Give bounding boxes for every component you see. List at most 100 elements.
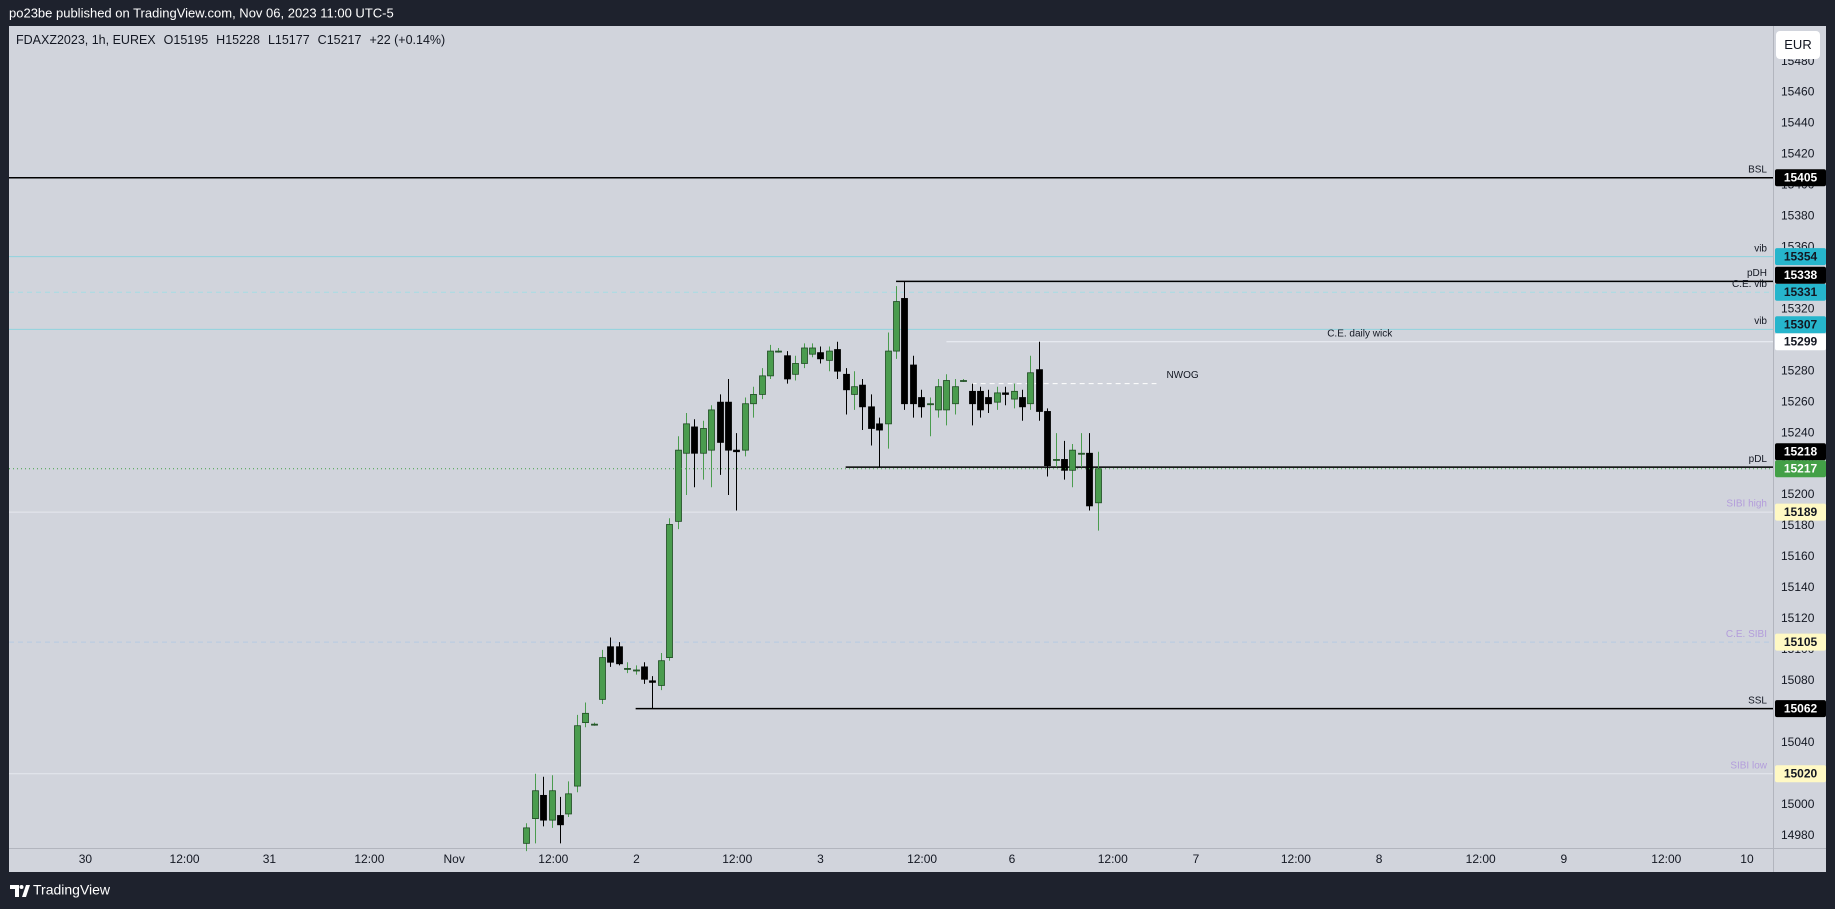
candle-body bbox=[523, 827, 530, 844]
x-tick-label: Nov bbox=[444, 852, 465, 866]
candle-body bbox=[599, 657, 606, 700]
y-tick-label: 15000 bbox=[1781, 797, 1815, 811]
level-label: vib bbox=[1754, 316, 1767, 327]
candle-body bbox=[582, 712, 589, 724]
x-tick-label: 12:00 bbox=[1281, 852, 1311, 866]
price-tag-label: 15405 bbox=[1784, 170, 1818, 184]
candle-body bbox=[885, 350, 892, 425]
candle-body bbox=[549, 790, 556, 821]
y-tick-label: 15260 bbox=[1781, 394, 1815, 408]
candle-body bbox=[834, 349, 841, 372]
candle-body bbox=[1027, 372, 1034, 405]
price-tag bbox=[1775, 333, 1826, 351]
y-tick-label: 15120 bbox=[1781, 611, 1815, 625]
candle-body bbox=[759, 375, 766, 395]
level-label: C.E. daily wick bbox=[1327, 328, 1393, 339]
candle-body bbox=[607, 646, 614, 663]
x-tick-label: 3 bbox=[817, 852, 824, 866]
candle-body bbox=[557, 815, 564, 826]
legend-prefix: H bbox=[216, 33, 225, 47]
currency-label: EUR bbox=[1784, 37, 1811, 52]
level-label: C.E. SIBI bbox=[1726, 629, 1767, 640]
candle-body bbox=[1061, 459, 1068, 471]
legend-value: 15177 bbox=[275, 33, 310, 47]
candle-body bbox=[767, 350, 774, 377]
level-label: SSL bbox=[1748, 695, 1767, 706]
candle-body bbox=[708, 409, 715, 451]
price-tag-label: 15354 bbox=[1784, 249, 1818, 263]
x-tick-label: 31 bbox=[263, 852, 277, 866]
candle-body bbox=[935, 386, 942, 411]
candle-body bbox=[750, 394, 757, 405]
y-tick-label: 15380 bbox=[1781, 209, 1815, 223]
price-tag-label: 15217 bbox=[1784, 461, 1818, 475]
candle-body bbox=[868, 406, 875, 429]
x-tick-label: 12:00 bbox=[722, 852, 752, 866]
y-tick-label: 15200 bbox=[1781, 487, 1815, 501]
candle-body bbox=[1011, 390, 1018, 400]
candle-body bbox=[700, 428, 707, 454]
x-tick-label: 2 bbox=[633, 852, 640, 866]
logo-part bbox=[22, 885, 30, 897]
y-tick-label: 15140 bbox=[1781, 580, 1815, 594]
candle-body bbox=[801, 347, 808, 364]
y-tick-label: 14980 bbox=[1781, 828, 1815, 842]
x-tick-label: 9 bbox=[1560, 852, 1567, 866]
candle-body bbox=[649, 680, 656, 683]
candle-body bbox=[859, 384, 866, 408]
level-label: BSL bbox=[1748, 164, 1767, 175]
price-tag bbox=[1775, 503, 1826, 521]
candle-body bbox=[1002, 392, 1009, 395]
price-tag-label: 15338 bbox=[1784, 268, 1818, 282]
legend-prefix: L bbox=[268, 33, 275, 47]
candle-body bbox=[977, 390, 984, 411]
candle-body bbox=[658, 660, 665, 686]
candle-body bbox=[851, 386, 858, 395]
y-tick-label: 15320 bbox=[1781, 301, 1815, 315]
y-tick-label: 15160 bbox=[1781, 549, 1815, 563]
legend-value: 15228 bbox=[225, 33, 260, 47]
legend-prefix: C bbox=[318, 33, 327, 47]
candle-body bbox=[901, 298, 908, 405]
price-tag-label: 15020 bbox=[1784, 766, 1818, 780]
candle-body bbox=[1044, 411, 1051, 467]
candle-body bbox=[775, 350, 782, 353]
x-tick-label: 12:00 bbox=[1098, 852, 1128, 866]
x-tick-label: 10 bbox=[1740, 852, 1754, 866]
candle-body bbox=[1069, 449, 1076, 471]
candle-body bbox=[809, 347, 816, 355]
price-tag bbox=[1775, 169, 1826, 187]
x-tick-label: 6 bbox=[1009, 852, 1016, 866]
candle-body bbox=[792, 363, 799, 375]
candle-body bbox=[1086, 452, 1093, 507]
candle-body bbox=[574, 725, 581, 787]
candle-body bbox=[994, 392, 1001, 403]
candle-body bbox=[969, 390, 976, 405]
candle-body bbox=[826, 350, 833, 361]
candle-body bbox=[876, 423, 883, 431]
y-tick-label: 15240 bbox=[1781, 425, 1815, 439]
price-tag-label: 15218 bbox=[1784, 444, 1818, 458]
published-line: po23be published on TradingView.com, Nov… bbox=[9, 5, 394, 20]
x-tick-label: 8 bbox=[1376, 852, 1383, 866]
legend-symbol: FDAXZ2023, 1h, EUREX bbox=[16, 33, 156, 47]
currency-button[interactable] bbox=[1776, 31, 1820, 59]
y-tick-label: 15420 bbox=[1781, 147, 1815, 161]
candle-body bbox=[717, 401, 724, 443]
price-tag-label: 15062 bbox=[1784, 701, 1818, 715]
candle-body bbox=[843, 373, 850, 391]
price-tag bbox=[1775, 443, 1826, 461]
price-tag-label: 15307 bbox=[1784, 317, 1818, 331]
x-tick-label: 7 bbox=[1193, 852, 1200, 866]
candle-body bbox=[666, 524, 673, 658]
y-tick-label: 15040 bbox=[1781, 735, 1815, 749]
level-label: NWOG bbox=[1166, 370, 1198, 381]
chart-panel bbox=[9, 26, 1826, 872]
price-tag bbox=[1775, 460, 1826, 478]
level-label: C.E. vib bbox=[1732, 279, 1767, 290]
level-label: pDL bbox=[1749, 454, 1768, 465]
candle-body bbox=[1095, 468, 1102, 504]
